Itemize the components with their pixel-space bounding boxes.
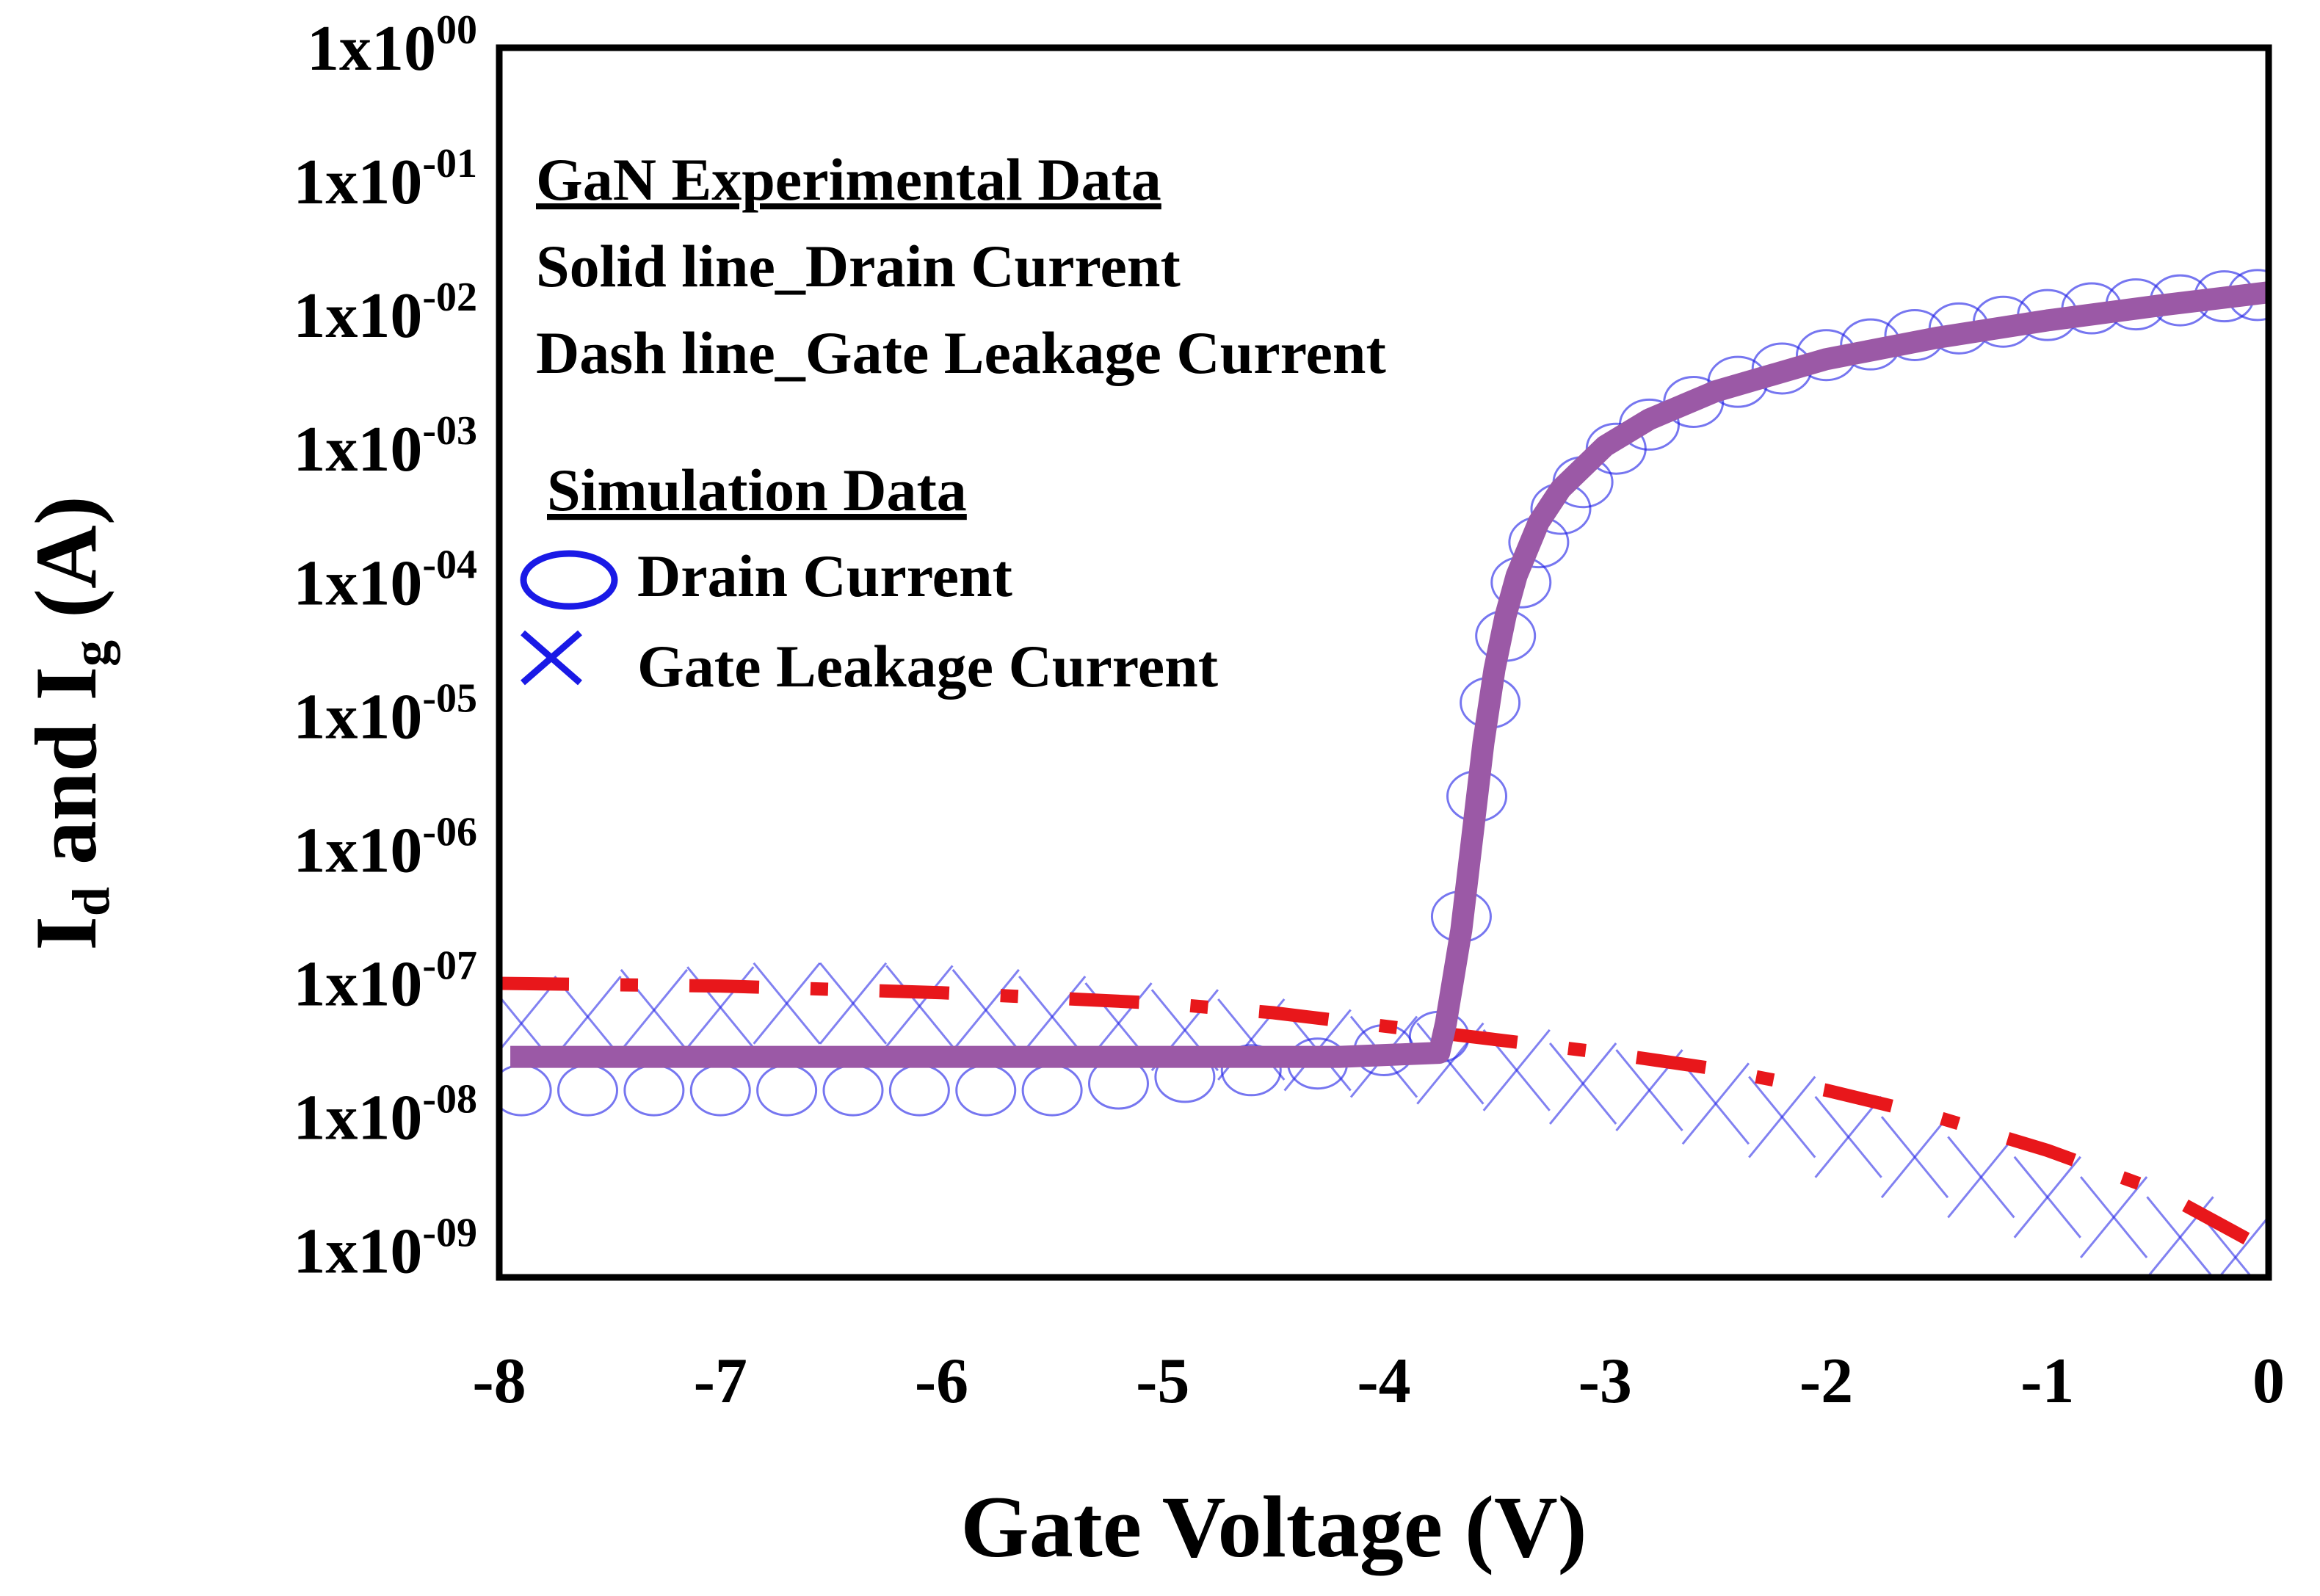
x-tick-label: 0: [2252, 1346, 2285, 1417]
y-axis-title-tail: (A): [17, 496, 115, 640]
sim-gate-point: [1880, 1116, 1949, 1199]
sim-gate-point: [1681, 1062, 1750, 1145]
y-tick-label: 1x10-08: [293, 1077, 477, 1154]
y-tick-label: 1x10-01: [293, 141, 477, 218]
y-tick-label: 1x10-09: [293, 1211, 477, 1288]
sim-drain-point: [955, 1064, 1017, 1117]
sim-gate-point: [2079, 1176, 2148, 1259]
y-axis-title-mid: and I: [17, 667, 115, 887]
x-tick-label: -4: [1357, 1346, 1410, 1417]
sim-gate-point: [2201, 1216, 2269, 1277]
legend-circle-marker-icon: [520, 550, 618, 610]
x-tick-label: -1: [2020, 1346, 2074, 1417]
sim-drain-point: [623, 1064, 685, 1117]
y-axis-title-main: I: [17, 916, 115, 951]
plot-frame: [496, 44, 2272, 1281]
x-tick-label: -7: [694, 1346, 747, 1417]
legend-cross-marker-icon: [521, 630, 582, 686]
series-layer: [499, 269, 2269, 1277]
sim-drain-point: [756, 1064, 818, 1117]
sim-gate-point: [885, 965, 954, 1048]
sim-gate-point: [1947, 1136, 2015, 1219]
sim-gate-point: [1748, 1076, 1816, 1158]
legend-sim-drain-label: Drain Current: [637, 543, 1012, 609]
x-tick-label: -2: [1799, 1346, 1853, 1417]
legend-experimental-heading: GaN Experimental Data: [536, 146, 1161, 213]
sim-gate-point: [2013, 1156, 2081, 1238]
y-axis-title: Id and Ig (A): [17, 496, 120, 951]
x-axis-title: Gate Voltage (V): [960, 1478, 1587, 1576]
sim-drain-point: [888, 1064, 950, 1117]
sim-gate-point: [1018, 976, 1087, 1058]
y-tick-label: 1x10-07: [293, 943, 477, 1020]
y-tick-label: 1x1000: [307, 7, 477, 84]
y-tick-label: 1x10-06: [293, 809, 477, 886]
sim-gate-point: [1814, 1095, 1882, 1178]
x-tick-label: -3: [1578, 1346, 1632, 1417]
legend-experimental-solid: Solid line_Drain Current: [536, 233, 1181, 300]
sim-gate-point: [753, 962, 821, 1045]
series-exp-drain: [510, 281, 2269, 1068]
y-tick-label: 1x10-02: [293, 275, 477, 352]
y-tick-label: 1x10-04: [293, 542, 477, 619]
x-tick-label: -6: [915, 1346, 968, 1417]
legend-simulation-heading: Simulation Data: [547, 457, 967, 523]
sim-gate-point: [951, 968, 1020, 1051]
sim-drain-point: [557, 1064, 618, 1117]
x-tick-label: -8: [472, 1346, 526, 1417]
legend-experimental-dash: Dash line_Gate Leakage Current: [536, 319, 1386, 386]
sim-drain-point: [689, 1064, 751, 1117]
sim-drain-point: [1021, 1064, 1083, 1117]
series-sim-gate-leakage: [499, 962, 2269, 1277]
sim-gate-point: [1548, 1042, 1617, 1125]
legend-sim-gate-label: Gate Leakage Current: [637, 633, 1218, 700]
sim-drain-point: [822, 1064, 884, 1117]
sim-gate-point: [819, 962, 888, 1045]
y-tick-label: 1x10-05: [293, 675, 477, 752]
y-tick-label: 1x10-03: [293, 408, 477, 485]
y-axis-title-sub-g: g: [62, 640, 120, 667]
sim-drain-point: [1220, 1044, 1282, 1097]
legend: GaN Experimental Data Solid line_Drain C…: [520, 146, 1386, 700]
x-axis-ticks: -8 -7 -6 -5 -4 -3 -2 -1 0: [472, 1346, 2285, 1417]
y-axis-ticks: 1x1000 1x10-01 1x10-02 1x10-03 1x10-04 1x10-0…: [293, 7, 477, 1288]
series-exp-gate-leakage: [499, 976, 2269, 1257]
x-tick-label: -5: [1136, 1346, 1189, 1417]
y-axis-title-sub-d: d: [62, 887, 120, 916]
